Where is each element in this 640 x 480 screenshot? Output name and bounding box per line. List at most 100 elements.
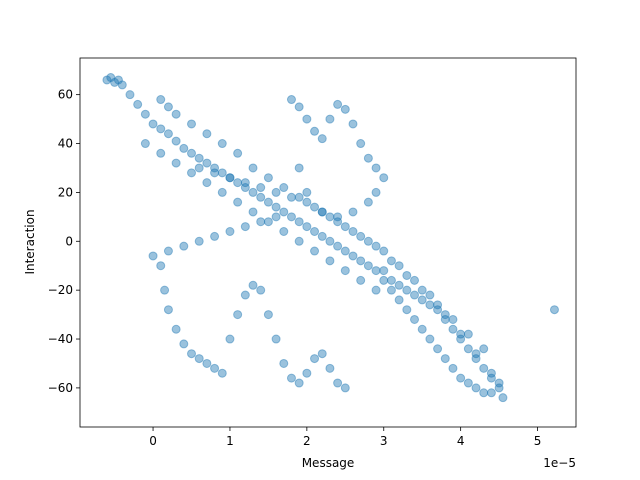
- scatter-point: [163, 246, 173, 256]
- scatter-point: [479, 363, 489, 373]
- scatter-point: [394, 295, 404, 305]
- scatter-point: [233, 148, 243, 158]
- scatter-point: [325, 256, 335, 266]
- y-axis: −60 −40 −20 0 20 40 60: [48, 88, 80, 395]
- y-tick-label: −60: [48, 381, 73, 395]
- scatter-point: [125, 90, 135, 100]
- scatter-point: [286, 95, 296, 105]
- scatter-point: [371, 241, 381, 251]
- scatter-point: [456, 334, 466, 344]
- scatter-point: [202, 178, 212, 188]
- scatter-point: [379, 173, 389, 183]
- scatter-point: [140, 109, 150, 119]
- scatter-point: [202, 358, 212, 368]
- scatter-point: [294, 163, 304, 173]
- x-axis-offset-text: 1e−5: [543, 456, 576, 470]
- scatter-point: [194, 153, 204, 163]
- scatter-point: [356, 231, 366, 241]
- scatter-points: [102, 73, 559, 403]
- scatter-point: [156, 261, 166, 271]
- scatter-point: [448, 324, 458, 334]
- scatter-point: [363, 197, 373, 207]
- scatter-point: [294, 217, 304, 227]
- scatter-point: [325, 212, 335, 222]
- scatter-point: [333, 378, 343, 388]
- scatter-point: [440, 310, 450, 320]
- scatter-point: [402, 305, 412, 315]
- scatter-point: [256, 285, 266, 295]
- scatter-point: [263, 197, 273, 207]
- scatter-point: [148, 119, 158, 129]
- scatter-point: [271, 187, 281, 197]
- scatter-point: [425, 300, 435, 310]
- scatter-point: [333, 241, 343, 251]
- scatter-point: [433, 344, 443, 354]
- scatter-point: [294, 236, 304, 246]
- scatter-point: [402, 270, 412, 280]
- scatter-point: [410, 275, 420, 285]
- scatter-point: [456, 373, 466, 383]
- scatter-point: [325, 236, 335, 246]
- scatter-point: [171, 324, 181, 334]
- x-axis: 0 1 2 3 4 5: [149, 427, 541, 448]
- scatter-point: [471, 383, 481, 393]
- scatter-point: [106, 73, 116, 83]
- scatter-point: [225, 173, 235, 183]
- scatter-point: [317, 134, 327, 144]
- scatter-point: [394, 280, 404, 290]
- scatter-point: [310, 126, 320, 136]
- scatter-point: [348, 207, 358, 217]
- scatter-point: [263, 310, 273, 320]
- scatter-point: [233, 310, 243, 320]
- scatter-point: [410, 290, 420, 300]
- scatter-point: [294, 192, 304, 202]
- scatter-point: [271, 212, 281, 222]
- scatter-point: [425, 334, 435, 344]
- scatter-point: [425, 290, 435, 300]
- scatter-point: [217, 368, 227, 378]
- scatter-point: [279, 207, 289, 217]
- scatter-point: [110, 77, 120, 87]
- scatter-point: [386, 275, 396, 285]
- scatter-point: [148, 251, 158, 261]
- scatter-point: [448, 363, 458, 373]
- x-tick-label: 2: [303, 434, 311, 448]
- scatter-point: [463, 329, 473, 339]
- scatter-point: [463, 378, 473, 388]
- scatter-point: [179, 339, 189, 349]
- scatter-point: [456, 329, 466, 339]
- scatter-point: [433, 300, 443, 310]
- scatter-point: [256, 217, 266, 227]
- scatter-point: [549, 305, 559, 315]
- scatter-point: [240, 183, 250, 193]
- scatter-point: [394, 261, 404, 271]
- scatter-point: [294, 378, 304, 388]
- scatter-point: [248, 163, 258, 173]
- scatter-point: [256, 192, 266, 202]
- scatter-point: [371, 266, 381, 276]
- scatter-point: [325, 114, 335, 124]
- scatter-point: [486, 388, 496, 398]
- scatter-point: [440, 354, 450, 364]
- scatter-point: [248, 207, 258, 217]
- scatter-point: [363, 153, 373, 163]
- scatter-point: [340, 222, 350, 232]
- y-tick-label: 20: [58, 185, 73, 199]
- scatter-point: [240, 178, 250, 188]
- scatter-point: [486, 368, 496, 378]
- scatter-point: [194, 163, 204, 173]
- scatter-point: [179, 143, 189, 153]
- scatter-point: [294, 102, 304, 112]
- scatter-point: [402, 285, 412, 295]
- scatter-point: [163, 102, 173, 112]
- scatter-point: [463, 344, 473, 354]
- scatter-point: [379, 275, 389, 285]
- scatter-point: [102, 75, 112, 85]
- scatter-point: [140, 139, 150, 149]
- scatter-point: [179, 241, 189, 251]
- scatter-point: [371, 285, 381, 295]
- scatter-point: [117, 80, 127, 90]
- scatter-point: [171, 109, 181, 119]
- scatter-point: [363, 236, 373, 246]
- scatter-point: [271, 334, 281, 344]
